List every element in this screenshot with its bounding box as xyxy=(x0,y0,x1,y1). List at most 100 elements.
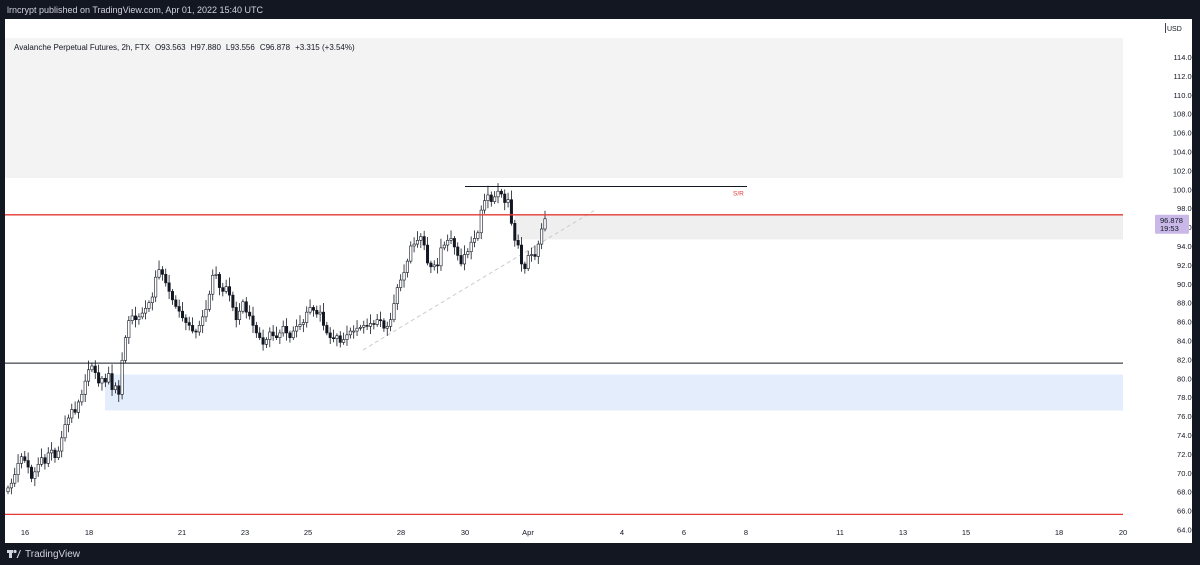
candle-body xyxy=(107,373,111,383)
candle-body xyxy=(113,385,117,390)
price-tick-label: 74.000 xyxy=(1177,431,1192,440)
candle-body xyxy=(231,294,235,308)
candle-body xyxy=(335,335,339,339)
candle-body xyxy=(204,309,208,318)
candle-body xyxy=(50,449,54,454)
legend-symbol: Avalanche Perpetual Futures, 2h, FTX xyxy=(14,43,150,52)
candle-body xyxy=(419,236,423,241)
last-price-value: 96.878 xyxy=(1160,216,1183,225)
candle-body xyxy=(9,482,13,489)
candle-body xyxy=(379,319,383,322)
candle-body xyxy=(278,332,282,338)
legend-close: C96.878 xyxy=(259,43,291,52)
candle-body xyxy=(13,474,17,484)
candle-body xyxy=(6,487,10,493)
candle-body xyxy=(134,315,138,321)
candle-body xyxy=(325,325,329,334)
zones-layer xyxy=(5,38,1123,411)
candle-body xyxy=(493,196,497,202)
price-chart[interactable]: S/R 64.000 66.000 68.000 70.000 72.000 74.000… xyxy=(5,19,1200,543)
candle-body xyxy=(499,190,503,195)
candle-body xyxy=(321,311,325,326)
candle-body xyxy=(46,452,50,464)
candle-body xyxy=(43,457,47,464)
candle-body xyxy=(405,260,409,273)
candle-body xyxy=(459,255,463,265)
candle-body xyxy=(473,238,477,243)
candle-body xyxy=(432,264,436,268)
candle-body xyxy=(288,332,292,338)
candle-body xyxy=(123,337,127,361)
candle-body xyxy=(513,223,517,241)
candle-body xyxy=(83,380,87,395)
candle-body xyxy=(170,291,174,301)
candle-body xyxy=(530,254,534,256)
candle-body xyxy=(479,209,483,234)
candle-body xyxy=(16,463,20,475)
candle-body xyxy=(355,327,359,332)
candle-body xyxy=(194,330,198,333)
candle-body xyxy=(160,269,164,275)
price-tick-label: 108.000 xyxy=(1173,110,1192,119)
levels-layer: S/R xyxy=(5,185,1123,516)
time-tick-label: 30 xyxy=(461,528,469,537)
price-tick-label: 76.000 xyxy=(1177,412,1192,421)
price-tick-label: 66.000 xyxy=(1177,507,1192,516)
candle-body xyxy=(144,308,148,314)
candle-body xyxy=(130,315,134,321)
candle-body xyxy=(402,272,406,281)
candle-body xyxy=(496,190,500,198)
candle-body xyxy=(516,240,520,246)
tradingview-logo[interactable]: TradingView xyxy=(7,548,80,560)
price-tick-label: 86.000 xyxy=(1177,318,1192,327)
candle-body xyxy=(271,331,275,337)
currency-divider xyxy=(1165,23,1166,33)
candle-body xyxy=(164,274,168,284)
candle-body xyxy=(348,330,352,336)
candle-body xyxy=(56,450,60,458)
price-tick-label: 88.000 xyxy=(1177,299,1192,308)
price-tick-label: 98.000 xyxy=(1177,204,1192,213)
candle-body xyxy=(298,324,302,327)
chart-frame[interactable]: S/R 64.000 66.000 68.000 70.000 72.000 74.000… xyxy=(5,19,1200,543)
price-tick-label: 64.000 xyxy=(1177,526,1192,535)
candle-body xyxy=(543,218,547,230)
candle-body xyxy=(412,243,416,247)
candle-body xyxy=(90,365,94,371)
candle-body xyxy=(305,311,309,323)
candle-body xyxy=(248,311,252,317)
currency-label[interactable]: USD xyxy=(1167,26,1182,33)
dashed-trendline[interactable] xyxy=(362,209,596,351)
candle-body xyxy=(358,326,362,329)
candle-body xyxy=(520,244,524,265)
candle-body xyxy=(117,385,121,395)
candle-body xyxy=(26,460,30,468)
candle-body xyxy=(70,409,74,419)
candle-body xyxy=(352,330,356,333)
candle-body xyxy=(53,449,57,458)
price-tick-label: 110.000 xyxy=(1173,91,1192,100)
candle-body xyxy=(372,323,376,325)
legend-change: +3.315 (+3.54%) xyxy=(295,43,355,52)
candle-body xyxy=(19,456,23,464)
candle-body xyxy=(221,287,225,292)
candle-body xyxy=(40,457,44,465)
candle-body xyxy=(456,246,460,256)
price-tick-label: 68.000 xyxy=(1177,488,1192,497)
price-tick-label: 114.000 xyxy=(1173,53,1192,62)
legend-open: O93.563 xyxy=(154,43,186,52)
candle-body xyxy=(446,240,450,246)
tradingview-logo-icon xyxy=(7,549,21,558)
legend-low: L93.556 xyxy=(225,43,255,52)
candle-body xyxy=(97,372,101,384)
candle-body xyxy=(228,286,232,296)
candle-body xyxy=(251,315,255,326)
candle-body xyxy=(301,322,305,325)
price-tick-label: 102.000 xyxy=(1173,166,1192,175)
candle-body xyxy=(338,335,342,343)
price-axis: 64.000 66.000 68.000 70.000 72.000 74.000 76.0… xyxy=(1165,23,1200,535)
candle-body xyxy=(110,373,114,390)
candle-body xyxy=(274,335,278,338)
price-zone xyxy=(105,374,1123,411)
